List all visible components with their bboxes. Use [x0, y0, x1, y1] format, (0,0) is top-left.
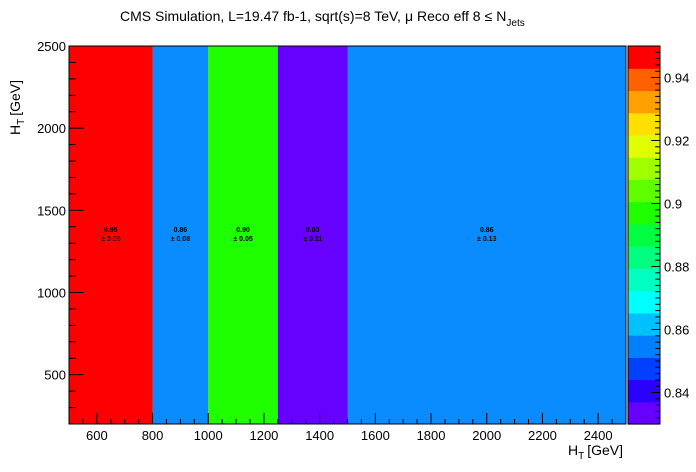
cell-value-label: 0.90 — [236, 227, 250, 234]
x-tick-label: 2400 — [584, 428, 613, 443]
x-tick-label: 2000 — [472, 428, 501, 443]
y-tick-label: 2000 — [37, 121, 66, 136]
svg-text:CMS Simulation, L=19.47 fb-1,: CMS Simulation, L=19.47 fb-1, sqrt(s)=8 … — [120, 8, 525, 29]
color-scale-swatch — [628, 290, 660, 314]
z-tick-label: 0.86 — [664, 323, 689, 338]
y-axis-title: HT [GeV] — [7, 80, 27, 135]
heatmap-cell — [69, 46, 153, 424]
y-title-unit: [GeV] — [7, 80, 23, 116]
x-tick-label: 1200 — [249, 428, 278, 443]
heatmap-cell — [277, 46, 348, 424]
heatmap-cells — [69, 46, 626, 424]
color-scale-swatch — [628, 112, 660, 136]
color-scale-swatch — [628, 157, 660, 181]
x-tick-label: 1000 — [194, 428, 223, 443]
color-scale-swatch — [628, 46, 660, 69]
x-axis: 600 800 1000 1200 1400 1600 1800 2000 2200 2400 — [68, 413, 627, 443]
color-scale-bar — [627, 45, 661, 425]
y-title-main: H — [7, 125, 23, 135]
cell-value-label: 0.83 — [306, 227, 320, 234]
z-tick-label: 0.88 — [664, 260, 689, 275]
cell-error-label: ± 0.08 — [171, 236, 191, 243]
cell-error-label: ± 0.05 — [233, 236, 253, 243]
color-scale-swatch — [628, 268, 660, 292]
color-scale-swatch — [628, 312, 660, 336]
color-scale-swatch — [628, 379, 660, 403]
cell-value-label: 0.95 — [104, 227, 118, 234]
z-tick-label: 0.94 — [664, 71, 689, 86]
title-leq: ≤ — [485, 8, 493, 24]
heatmap-cell — [208, 46, 278, 424]
x-tick-label: 1600 — [361, 428, 390, 443]
x-tick-label: 1800 — [417, 428, 446, 443]
svg-text:HT[GeV]: HT[GeV] — [568, 442, 623, 462]
svg-text:HT[GeV]: HT [GeV] — [7, 80, 27, 135]
color-scale-swatch — [628, 90, 660, 114]
chart-title: CMS Simulation, L=19.47 fb-1, sqrt(s)=8 … — [120, 8, 525, 29]
heatmap-cell — [347, 46, 626, 424]
y-title-sub: T — [16, 119, 27, 125]
z-tick-label: 0.84 — [664, 386, 689, 401]
color-scale-swatch — [628, 357, 660, 381]
x-axis-title: HT [GeV] — [568, 442, 623, 462]
y-tick-label: 1000 — [37, 286, 66, 301]
color-scale-swatch — [628, 179, 660, 203]
cell-error-label: ± 0.05 — [101, 236, 121, 243]
color-scale-swatch — [628, 201, 660, 225]
y-tick-label: 500 — [44, 368, 66, 383]
z-tick-label: 0.92 — [664, 134, 689, 149]
title-rest: Reco eff 8 — [417, 8, 481, 24]
x-title-sub: T — [578, 451, 584, 462]
x-tick-label: 800 — [142, 428, 164, 443]
color-scale-axis: 0.84 0.86 0.88 0.9 0.92 0.94 — [651, 45, 689, 425]
x-title-main: H — [568, 442, 578, 458]
y-tick-label: 1500 — [37, 203, 66, 218]
cell-value-label: 0.86 — [480, 227, 494, 234]
cell-error-label: ± 0.13 — [477, 236, 497, 243]
heatmap-cell — [152, 46, 209, 424]
color-scale-swatch — [628, 401, 660, 425]
x-tick-label: 1400 — [305, 428, 334, 443]
title-n: N — [496, 8, 506, 24]
title-mu: μ — [405, 8, 413, 24]
x-tick-label: 2200 — [528, 428, 557, 443]
x-tick-label: 600 — [86, 428, 108, 443]
color-scale-swatch — [628, 68, 660, 92]
color-scale-swatch — [628, 223, 660, 247]
color-scale-swatch — [628, 246, 660, 269]
x-title-unit: [GeV] — [587, 442, 623, 458]
cell-error-label: ± 0.11 — [303, 236, 322, 243]
y-tick-label: 2500 — [37, 39, 66, 54]
y-axis: 500 1000 1500 2000 2500 — [37, 39, 84, 409]
cell-value-label: 0.86 — [174, 227, 188, 234]
z-tick-label: 0.9 — [664, 197, 682, 212]
color-scale-swatch — [628, 335, 660, 358]
title-n-sub: Jets — [506, 18, 524, 29]
title-main: CMS Simulation, L=19.47 fb-1, sqrt(s)=8 … — [120, 8, 401, 24]
cell-labels: 0.95 ± 0.05 0.86 ± 0.08 0.90 ± 0.05 0.83 ± 0.11… — [101, 227, 496, 243]
